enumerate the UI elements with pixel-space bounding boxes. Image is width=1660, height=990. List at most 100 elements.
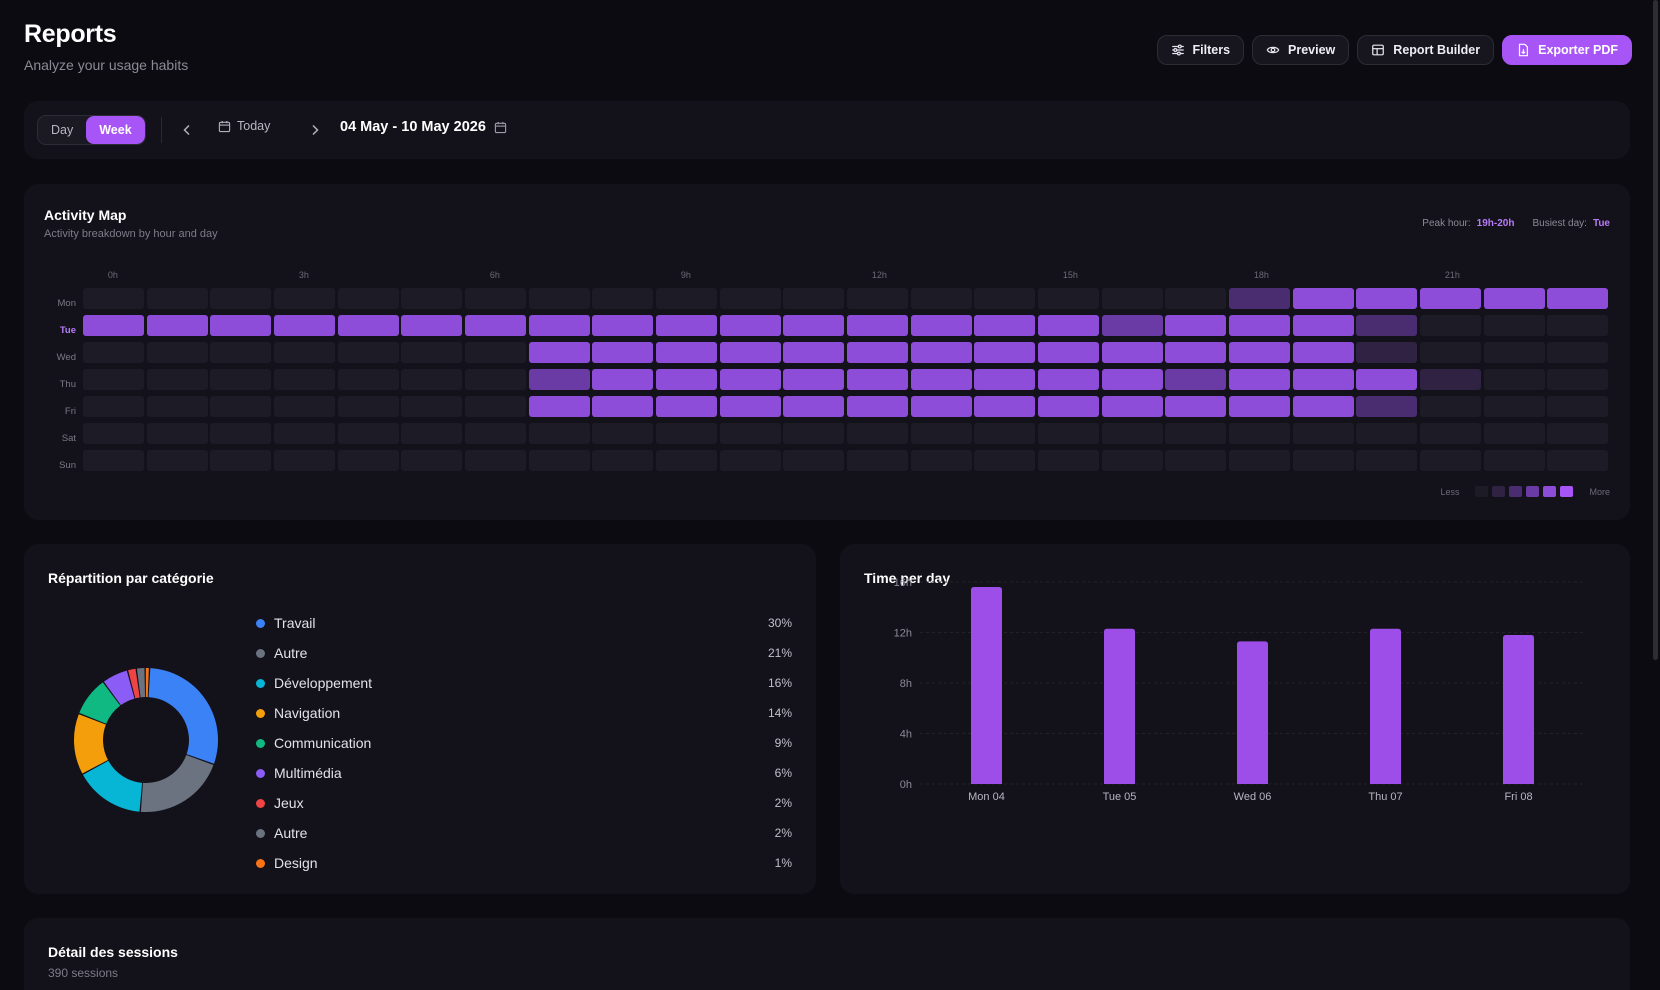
heatmap-cell[interactable] (401, 396, 463, 417)
heatmap-cell[interactable] (1483, 450, 1545, 471)
bar[interactable] (1104, 628, 1135, 784)
heatmap-cell[interactable] (1420, 315, 1482, 336)
donut-slice[interactable] (74, 714, 108, 774)
heatmap-cell[interactable] (974, 423, 1036, 444)
category-row[interactable]: Navigation 14% (256, 698, 792, 728)
week-toggle[interactable]: Week (86, 116, 145, 144)
heatmap-cell[interactable] (210, 423, 272, 444)
heatmap-cell[interactable] (274, 342, 336, 363)
heatmap-cell[interactable] (83, 315, 145, 336)
heatmap-cell[interactable] (1101, 396, 1163, 417)
heatmap-cell[interactable] (910, 288, 972, 309)
heatmap-cell[interactable] (1547, 342, 1609, 363)
heatmap-cell[interactable] (528, 450, 590, 471)
category-row[interactable]: Travail 30% (256, 608, 792, 638)
heatmap-cell[interactable] (274, 450, 336, 471)
heatmap-cell[interactable] (783, 450, 845, 471)
scrollbar-thumb[interactable] (1653, 0, 1658, 660)
donut-slice[interactable] (82, 760, 143, 812)
heatmap-cell[interactable] (1165, 396, 1227, 417)
heatmap-cell[interactable] (1101, 369, 1163, 390)
heatmap-cell[interactable] (719, 423, 781, 444)
category-row[interactable]: Autre 2% (256, 818, 792, 848)
heatmap-cell[interactable] (974, 450, 1036, 471)
heatmap-cell[interactable] (719, 315, 781, 336)
donut-slice[interactable] (140, 754, 214, 812)
report-builder-button[interactable]: Report Builder (1357, 35, 1495, 65)
preview-button[interactable]: Preview (1252, 35, 1350, 65)
heatmap-cell[interactable] (210, 288, 272, 309)
donut-slice[interactable] (103, 670, 135, 706)
heatmap-cell[interactable] (656, 315, 718, 336)
heatmap-cell[interactable] (1229, 396, 1291, 417)
heatmap-cell[interactable] (910, 396, 972, 417)
heatmap-cell[interactable] (274, 396, 336, 417)
heatmap-cell[interactable] (465, 315, 527, 336)
heatmap-cell[interactable] (1229, 342, 1291, 363)
heatmap-cell[interactable] (1165, 315, 1227, 336)
heatmap-cell[interactable] (1483, 315, 1545, 336)
heatmap-cell[interactable] (146, 450, 208, 471)
heatmap-cell[interactable] (528, 369, 590, 390)
heatmap-cell[interactable] (847, 342, 909, 363)
heatmap-cell[interactable] (1483, 288, 1545, 309)
heatmap-cell[interactable] (401, 288, 463, 309)
heatmap-cell[interactable] (656, 450, 718, 471)
export-pdf-button[interactable]: Exporter PDF (1502, 35, 1632, 65)
donut-slice[interactable] (79, 682, 121, 724)
heatmap-cell[interactable] (847, 369, 909, 390)
today-button[interactable]: Today (218, 119, 270, 133)
heatmap-cell[interactable] (910, 369, 972, 390)
heatmap-cell[interactable] (592, 450, 654, 471)
heatmap-cell[interactable] (783, 396, 845, 417)
heatmap-cell[interactable] (1038, 423, 1100, 444)
heatmap-cell[interactable] (1038, 342, 1100, 363)
heatmap-cell[interactable] (1420, 423, 1482, 444)
heatmap-cell[interactable] (1420, 450, 1482, 471)
heatmap-cell[interactable] (910, 342, 972, 363)
heatmap-cell[interactable] (1038, 288, 1100, 309)
heatmap-cell[interactable] (1038, 315, 1100, 336)
heatmap-cell[interactable] (465, 450, 527, 471)
heatmap-cell[interactable] (146, 423, 208, 444)
category-row[interactable]: Communication 9% (256, 728, 792, 758)
heatmap-cell[interactable] (592, 423, 654, 444)
heatmap-cell[interactable] (83, 288, 145, 309)
heatmap-cell[interactable] (656, 369, 718, 390)
next-period-button[interactable] (302, 117, 328, 143)
heatmap-cell[interactable] (847, 315, 909, 336)
donut-slice[interactable] (128, 668, 140, 699)
heatmap-cell[interactable] (465, 423, 527, 444)
heatmap-cell[interactable] (1547, 369, 1609, 390)
heatmap-cell[interactable] (465, 288, 527, 309)
heatmap-cell[interactable] (974, 342, 1036, 363)
heatmap-cell[interactable] (1165, 342, 1227, 363)
heatmap-cell[interactable] (1356, 342, 1418, 363)
heatmap-cell[interactable] (1356, 396, 1418, 417)
heatmap-cell[interactable] (83, 369, 145, 390)
heatmap-cell[interactable] (337, 369, 399, 390)
heatmap-cell[interactable] (592, 315, 654, 336)
heatmap-cell[interactable] (783, 342, 845, 363)
heatmap-cell[interactable] (1229, 315, 1291, 336)
heatmap-cell[interactable] (1165, 423, 1227, 444)
heatmap-cell[interactable] (783, 423, 845, 444)
heatmap-cell[interactable] (847, 450, 909, 471)
date-range-picker[interactable]: 04 May - 10 May 2026 (340, 119, 507, 135)
heatmap-cell[interactable] (719, 396, 781, 417)
heatmap-cell[interactable] (274, 288, 336, 309)
heatmap-cell[interactable] (401, 423, 463, 444)
heatmap-cell[interactable] (337, 342, 399, 363)
heatmap-cell[interactable] (1356, 369, 1418, 390)
previous-period-button[interactable] (174, 117, 200, 143)
heatmap-cell[interactable] (847, 288, 909, 309)
heatmap-cell[interactable] (1547, 315, 1609, 336)
heatmap-cell[interactable] (847, 423, 909, 444)
heatmap-cell[interactable] (146, 369, 208, 390)
heatmap-cell[interactable] (656, 288, 718, 309)
heatmap-cell[interactable] (465, 342, 527, 363)
heatmap-cell[interactable] (83, 450, 145, 471)
heatmap-cell[interactable] (146, 342, 208, 363)
heatmap-cell[interactable] (337, 423, 399, 444)
heatmap-cell[interactable] (1165, 450, 1227, 471)
